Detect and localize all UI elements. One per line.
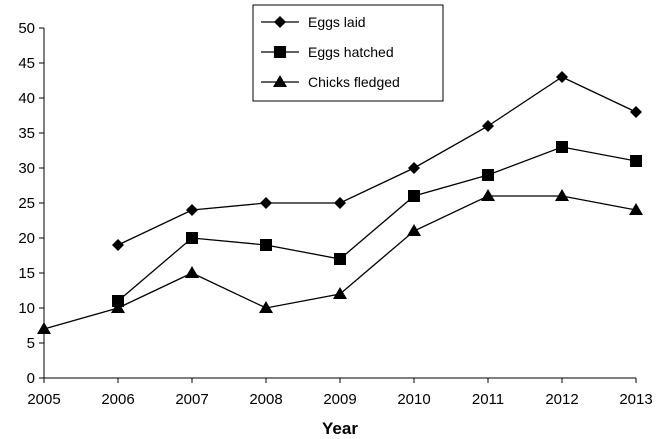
series-layer — [37, 71, 643, 335]
y-tick-label: 15 — [18, 265, 35, 282]
y-tick-label: 25 — [18, 195, 35, 212]
data-point-chicks-fledged — [333, 287, 347, 300]
data-point-chicks-fledged — [259, 301, 273, 314]
y-tick-label: 45 — [18, 55, 35, 72]
x-tick-label: 2011 — [472, 391, 504, 408]
legend-marker-chicks-fledged — [273, 75, 287, 88]
y-tick-label: 5 — [27, 335, 35, 352]
y-tick-label: 10 — [18, 300, 35, 317]
data-point-chicks-fledged — [407, 224, 421, 237]
y-tick-label: 50 — [18, 20, 35, 37]
data-point-chicks-fledged — [185, 266, 199, 279]
x-tick-label: 2010 — [397, 391, 430, 408]
data-point-eggs-laid — [112, 239, 124, 251]
series-chicks-fledged — [37, 189, 643, 335]
data-point-eggs-laid — [186, 204, 198, 216]
data-point-eggs-hatched — [334, 253, 346, 265]
legend-label-eggs-hatched: Eggs hatched — [308, 44, 394, 60]
data-point-eggs-hatched — [186, 232, 198, 244]
series-line-eggs-laid — [117, 76, 637, 246]
x-tick-label: 2005 — [27, 391, 60, 408]
legend-label-chicks-fledged: Chicks fledged — [308, 74, 400, 90]
data-point-eggs-laid — [630, 106, 642, 118]
legend-label-eggs-laid: Eggs laid — [308, 14, 366, 30]
legend: Eggs laid Eggs hatched Chicks fledged — [252, 4, 444, 102]
data-point-eggs-laid — [556, 71, 568, 83]
x-tick-label: 2006 — [101, 391, 134, 408]
data-point-chicks-fledged — [111, 301, 125, 314]
data-point-eggs-laid — [482, 120, 494, 132]
series-eggs-hatched — [112, 141, 642, 307]
data-point-eggs-hatched — [556, 141, 568, 153]
data-point-chicks-fledged — [555, 189, 569, 202]
legend-marker-eggs-hatched — [274, 46, 286, 58]
data-point-chicks-fledged — [481, 189, 495, 202]
x-axis: 2005 2006 2007 2008 2009 2010 2011 2012 2013 — [27, 378, 653, 408]
series-line-eggs-hatched — [117, 146, 637, 302]
y-axis: 0 5 10 15 20 25 30 35 40 45 50 — [18, 20, 44, 387]
data-point-eggs-hatched — [408, 190, 420, 202]
data-point-chicks-fledged — [629, 203, 643, 216]
data-point-eggs-hatched — [630, 155, 642, 167]
x-tick-label: 2008 — [249, 391, 282, 408]
data-point-eggs-laid — [334, 197, 346, 209]
series-eggs-laid — [112, 71, 642, 251]
y-tick-label: 40 — [18, 90, 35, 107]
data-point-eggs-laid — [260, 197, 272, 209]
legend-marker-eggs-laid — [274, 16, 286, 28]
x-tick-label: 2012 — [545, 391, 578, 408]
y-tick-label: 30 — [18, 160, 35, 177]
y-tick-label: 0 — [27, 370, 35, 387]
y-tick-label: 20 — [18, 230, 35, 247]
x-axis-title: Year — [322, 419, 358, 438]
x-tick-label: 2007 — [175, 391, 208, 408]
x-tick-label: 2009 — [323, 391, 356, 408]
data-point-eggs-hatched — [482, 169, 494, 181]
x-tick-label: 2013 — [619, 391, 652, 408]
y-tick-label: 35 — [18, 125, 35, 142]
data-point-eggs-laid — [408, 162, 420, 174]
data-point-eggs-hatched — [260, 239, 272, 251]
data-point-chicks-fledged — [37, 322, 51, 335]
